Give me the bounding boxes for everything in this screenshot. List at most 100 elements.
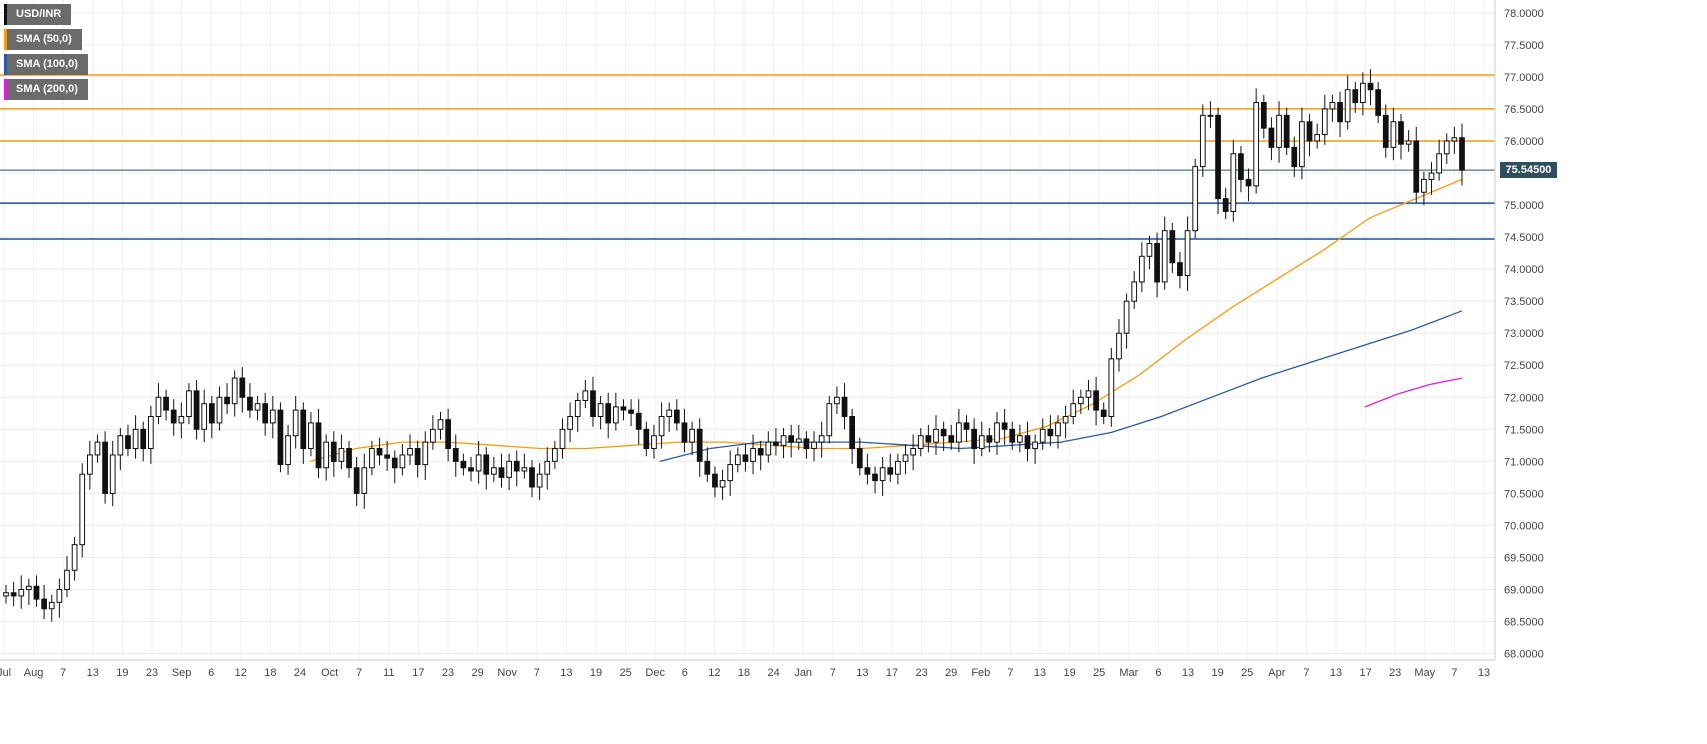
x-tick-label: 17 [1359, 667, 1371, 679]
candle-body [18, 589, 25, 597]
candle-body [247, 396, 253, 411]
y-tick-label: 70.0000 [1504, 520, 1544, 532]
x-tick-label: Oct [321, 667, 338, 679]
candle-body [1375, 89, 1382, 116]
horizontal-levels [0, 74, 1495, 240]
candle-body [224, 396, 230, 405]
candle-body [163, 396, 169, 411]
candle-body [1245, 178, 1252, 187]
x-tick-label: 13 [1182, 667, 1194, 679]
candle-body [841, 396, 848, 418]
candle-body [208, 403, 215, 424]
x-tick-label: Dec [645, 667, 665, 679]
x-tick-label: 17 [886, 667, 898, 679]
candle-body [933, 428, 939, 443]
y-tick-label: 68.5000 [1504, 617, 1544, 629]
x-tick-label: 7 [1451, 667, 1457, 679]
candle-body [513, 460, 520, 472]
candle-body [269, 409, 276, 424]
candle-body [1146, 242, 1153, 257]
candle-body [1085, 390, 1092, 398]
candle-body [155, 396, 162, 418]
x-tick-label: Jan [794, 667, 812, 679]
legend-item-usdinr[interactable]: USD/INR [4, 4, 72, 25]
candle-body [811, 441, 817, 450]
x-tick-label: 19 [590, 667, 602, 679]
x-tick-label: 13 [87, 667, 99, 679]
candle-body [742, 454, 749, 462]
chart-legend: USD/INR SMA (50,0) SMA (100,0) SMA (200,… [4, 4, 88, 104]
candle-body [125, 435, 131, 450]
candle-body [1421, 178, 1427, 193]
candle-body [1321, 108, 1328, 136]
candle-body [704, 460, 711, 475]
x-tick-label: 24 [294, 667, 306, 679]
candle-body [41, 598, 47, 610]
candle-body [178, 416, 185, 424]
candle-body [1283, 114, 1290, 148]
candle-body [719, 480, 726, 488]
x-tick-label: 23 [442, 667, 454, 679]
candle-body [239, 377, 246, 398]
candle-body [147, 416, 154, 450]
candle-body [757, 448, 764, 456]
candle-body [1436, 153, 1442, 174]
candle-body [346, 448, 352, 469]
candle-body [231, 377, 238, 405]
x-tick-label: 23 [1389, 667, 1401, 679]
y-tick-label: 70.5000 [1504, 488, 1544, 500]
candle-body [872, 473, 878, 482]
legend-item-sma100[interactable]: SMA (100,0) [4, 54, 88, 75]
candle-body [582, 390, 589, 401]
candle-body [521, 467, 528, 472]
candle-body [277, 409, 284, 466]
candle-body [369, 448, 375, 469]
candle-body [445, 419, 451, 450]
x-tick-label: 23 [915, 667, 927, 679]
candle-body [1260, 102, 1267, 129]
candle-body [1161, 230, 1168, 283]
y-tick-label: 74.5000 [1504, 232, 1544, 244]
candle-body [170, 409, 177, 424]
y-tick-label: 72.0000 [1504, 392, 1544, 404]
candle-body [1314, 134, 1321, 142]
y-tick-label: 68.0000 [1504, 649, 1544, 661]
candle-body [1024, 435, 1031, 450]
x-tick-label: 13 [1330, 667, 1342, 679]
candle-body [635, 412, 642, 430]
x-tick-label: 23 [146, 667, 158, 679]
candle-body [856, 448, 863, 469]
x-tick-label: 25 [619, 667, 631, 679]
candle-body [475, 454, 482, 472]
candle-body [1253, 102, 1260, 187]
candle-body [491, 467, 497, 475]
candle-body [1192, 166, 1199, 232]
candle-body [498, 467, 505, 478]
candle-body [879, 467, 886, 482]
candle-body [422, 441, 429, 466]
y-tick-label: 69.0000 [1504, 585, 1544, 597]
x-tick-label: 7 [356, 667, 362, 679]
candle-body [727, 464, 734, 482]
candle-body [1199, 114, 1206, 168]
candle-body [551, 448, 558, 462]
candle-body [376, 448, 383, 456]
candle-body [567, 416, 573, 430]
candle-body [536, 473, 543, 488]
candle-body [689, 428, 695, 443]
candle-body [201, 403, 208, 430]
candle-body [666, 409, 673, 418]
legend-item-sma50[interactable]: SMA (50,0) [4, 29, 82, 50]
legend-item-sma200[interactable]: SMA (200,0) [4, 79, 88, 100]
candle-body [26, 585, 32, 591]
candle-body [338, 448, 345, 462]
candle-body [910, 448, 917, 456]
candle-body [3, 592, 9, 597]
candle-body [193, 390, 200, 430]
x-tick-label: 19 [116, 667, 128, 679]
candle-body [71, 544, 78, 571]
y-tick-label: 72.5000 [1504, 360, 1544, 372]
candle-body [574, 399, 581, 418]
candle-body [1390, 121, 1397, 148]
